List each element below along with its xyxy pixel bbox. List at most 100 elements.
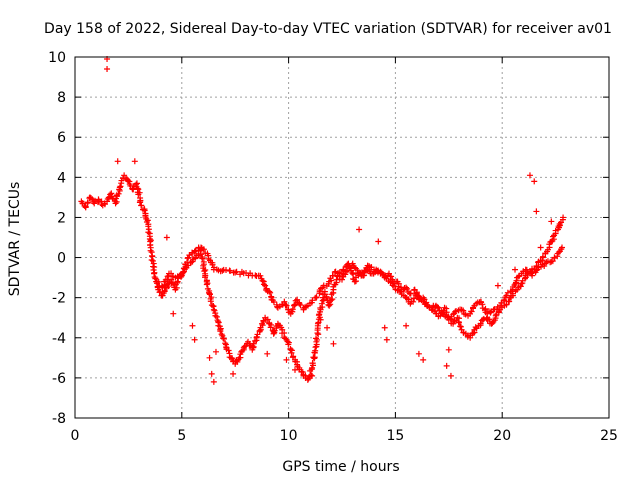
data-point xyxy=(197,251,204,258)
data-point xyxy=(141,207,148,214)
data-point-outlier xyxy=(349,260,356,267)
data-point xyxy=(389,282,396,289)
x-tick-label: 10 xyxy=(280,428,298,444)
data-point xyxy=(296,300,303,307)
y-axis-label: SDTVAR / TECUs xyxy=(7,182,23,297)
data-point xyxy=(213,313,220,320)
data-point xyxy=(264,316,271,323)
data-point xyxy=(219,267,226,274)
data-point xyxy=(312,344,319,351)
data-point xyxy=(550,233,557,240)
data-point xyxy=(91,200,98,207)
data-point xyxy=(270,330,277,337)
x-tick-label: 15 xyxy=(386,428,404,444)
data-point-outlier xyxy=(512,266,519,273)
data-point xyxy=(309,360,316,367)
data-point xyxy=(307,372,314,379)
data-point xyxy=(468,308,475,315)
data-point-outlier xyxy=(131,158,138,165)
data-point-outlier xyxy=(191,336,198,343)
data-point xyxy=(495,309,502,316)
data-point xyxy=(220,335,227,342)
data-point xyxy=(283,302,290,309)
y-tick-label: -2 xyxy=(52,291,66,307)
data-point xyxy=(222,340,229,347)
data-point xyxy=(82,203,89,210)
data-point-outlier xyxy=(415,350,422,357)
data-point xyxy=(291,302,298,309)
data-point-outlier xyxy=(230,370,237,377)
y-tick-label: -4 xyxy=(52,331,66,347)
data-point-outlier xyxy=(420,356,427,363)
data-point-outlier xyxy=(234,358,241,365)
data-point xyxy=(148,257,155,264)
data-point-outlier xyxy=(403,322,410,329)
data-point xyxy=(315,331,322,338)
tick-layer: 0 5 10 15 20 25 -8 -6 -4 -2 0 2 4 6 8 10 xyxy=(48,50,618,444)
y-tick-label: -8 xyxy=(52,411,66,427)
data-point xyxy=(191,248,198,255)
data-point xyxy=(138,202,145,209)
data-point-outlier xyxy=(375,238,382,245)
data-point xyxy=(156,289,163,296)
data-point xyxy=(388,273,395,280)
data-point-outlier xyxy=(526,172,533,179)
data-point xyxy=(439,310,446,317)
data-point xyxy=(540,253,547,260)
data-point xyxy=(342,271,349,278)
data-point xyxy=(259,277,266,284)
grid-layer xyxy=(75,57,609,418)
data-point xyxy=(455,319,462,326)
data-point xyxy=(201,268,208,275)
data-point-outlier xyxy=(443,362,450,369)
data-point xyxy=(183,259,190,266)
data-point xyxy=(161,281,168,288)
data-point-outlier xyxy=(104,66,111,73)
data-point xyxy=(434,303,441,310)
data-point xyxy=(151,270,158,277)
data-point xyxy=(486,316,493,323)
data-point xyxy=(117,183,124,190)
data-point xyxy=(260,281,267,288)
data-point xyxy=(521,275,528,282)
data-point xyxy=(200,246,207,253)
data-point xyxy=(155,278,162,285)
data-point-outlier xyxy=(114,158,121,165)
data-point xyxy=(414,292,421,299)
data-point xyxy=(329,296,336,303)
data-point xyxy=(301,304,308,311)
data-point xyxy=(391,283,398,290)
x-axis-label: GPS time / hours xyxy=(282,459,399,475)
data-point xyxy=(290,353,297,360)
data-point-outlier xyxy=(249,342,256,349)
y-tick-label: -6 xyxy=(52,371,66,387)
data-point-outlier xyxy=(212,348,219,355)
data-point-outlier xyxy=(533,208,540,215)
data-point-outlier xyxy=(469,330,476,337)
data-point-outlier xyxy=(292,366,299,373)
data-point-outlier xyxy=(445,346,452,353)
data-point xyxy=(161,287,168,294)
data-point xyxy=(113,198,120,205)
data-point xyxy=(506,298,513,305)
data-point-outlier xyxy=(537,244,544,251)
y-tick-label: 10 xyxy=(48,50,66,66)
data-point xyxy=(212,312,219,319)
data-point xyxy=(159,292,166,299)
data-point xyxy=(288,349,295,356)
data-point xyxy=(560,214,567,221)
data-point xyxy=(227,267,234,274)
data-point xyxy=(313,294,320,301)
data-point xyxy=(95,197,102,204)
data-point xyxy=(501,296,508,303)
data-point xyxy=(225,347,232,354)
data-point xyxy=(135,191,142,198)
x-tick-label: 25 xyxy=(600,428,618,444)
y-tick-label: 8 xyxy=(57,90,66,106)
data-point xyxy=(407,290,414,297)
chart-title: Day 158 of 2022, Sidereal Day-to-day VTE… xyxy=(44,21,612,37)
data-point xyxy=(304,376,311,383)
data-point xyxy=(349,269,356,276)
data-point xyxy=(229,355,236,362)
